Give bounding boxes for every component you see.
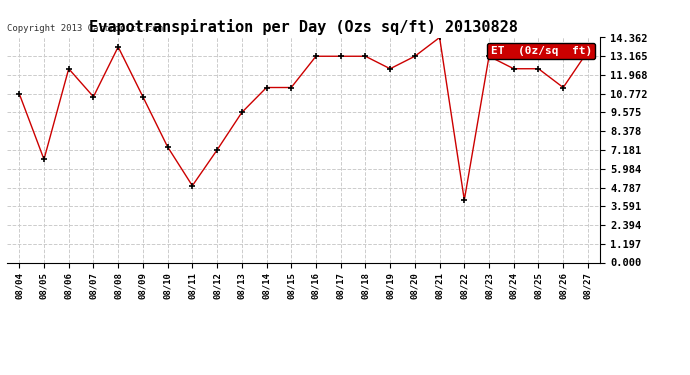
Legend: ET  (0z/sq  ft): ET (0z/sq ft) — [486, 43, 595, 59]
Text: Copyright 2013 Cartronics.com: Copyright 2013 Cartronics.com — [7, 24, 163, 33]
Title: Evapotranspiration per Day (Ozs sq/ft) 20130828: Evapotranspiration per Day (Ozs sq/ft) 2… — [89, 19, 518, 35]
